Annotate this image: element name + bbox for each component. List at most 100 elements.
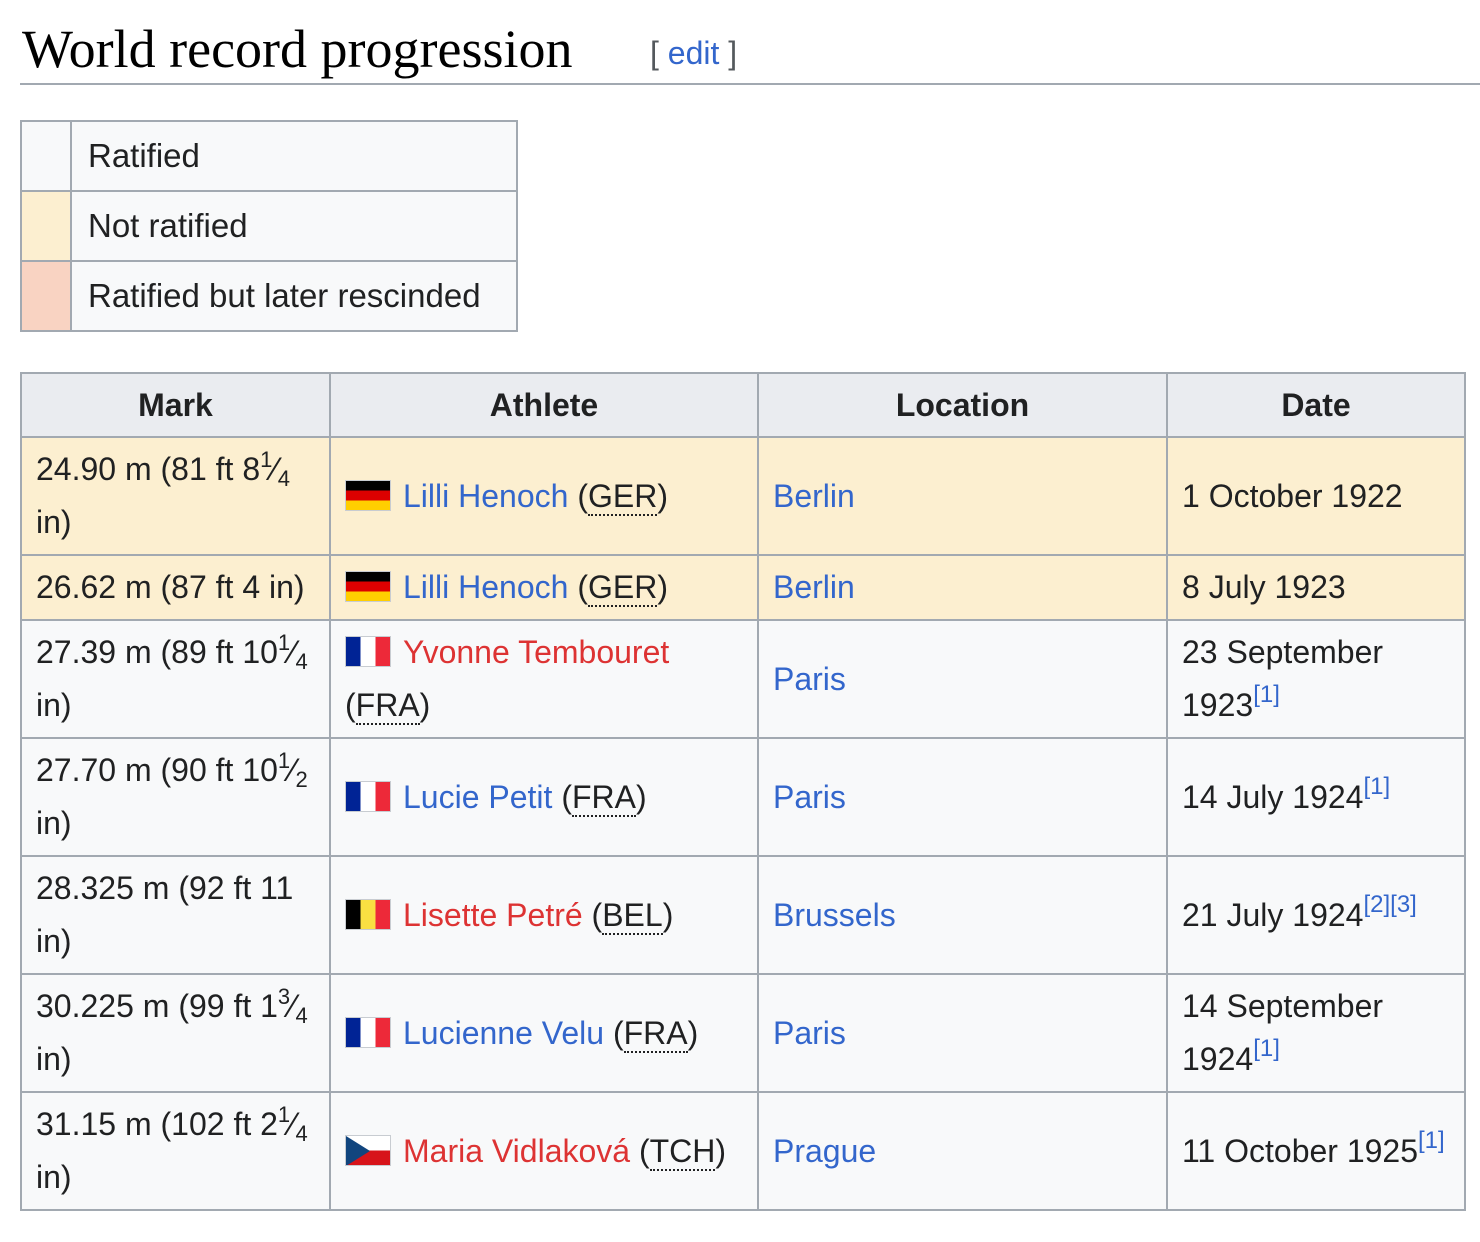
date-cell: 14 July 1924[1]	[1166, 737, 1466, 857]
mark-unit: in)	[36, 1159, 72, 1195]
legend-swatch	[20, 120, 72, 192]
athlete-cell: Maria Vidlaková (TCH)	[329, 1091, 759, 1211]
flag-icon	[345, 636, 391, 667]
edit-section: [ edit ]	[650, 33, 737, 73]
legend-row: Ratified	[20, 120, 518, 192]
date-cell: 8 July 1923	[1166, 554, 1466, 621]
legend-row: Not ratified	[20, 190, 518, 262]
header-mark[interactable]: Mark	[20, 372, 331, 438]
athlete-cell: Lucienne Velu (FRA)	[329, 973, 759, 1093]
legend-swatch	[20, 190, 72, 262]
athlete-cell: Lucie Petit (FRA)	[329, 737, 759, 857]
fraction-denominator: 4	[277, 466, 290, 491]
mark-unit: in)	[36, 687, 72, 723]
nation-code: FRA	[623, 1014, 688, 1053]
athlete-link[interactable]: Lucienne Velu	[403, 1014, 605, 1051]
mark-cell: 30.225 m (99 ft 13⁄4 in)	[20, 973, 331, 1093]
nation-code: GER	[587, 477, 658, 516]
legend-label: Ratified	[70, 120, 518, 192]
fraction-denominator: 4	[295, 649, 308, 674]
header-row: Mark Athlete Location Date	[20, 372, 1466, 438]
mark-fraction: 1⁄2	[277, 748, 308, 792]
header-location[interactable]: Location	[757, 372, 1168, 438]
reference-link[interactable]: [2]	[1363, 890, 1391, 918]
nation-code: TCH	[649, 1132, 716, 1171]
reference-link[interactable]: [1]	[1363, 772, 1391, 800]
legend-label: Ratified but later rescinded	[70, 260, 518, 332]
athlete-cell: Lisette Petré (BEL)	[329, 855, 759, 975]
table-row: 31.15 m (102 ft 21⁄4 in) Maria Vidlaková …	[20, 1091, 1466, 1211]
flag-icon	[345, 479, 391, 511]
date-text: 14 July 1924	[1182, 778, 1364, 815]
fraction-denominator: 4	[295, 1121, 308, 1146]
legend-table: Ratified Not ratified Ratified but later…	[20, 120, 518, 332]
edit-link[interactable]: edit	[667, 35, 720, 71]
mark-unit: in)	[36, 805, 72, 841]
section-heading: World record progression [ edit ]	[20, 14, 1480, 85]
reference-link[interactable]: [1]	[1418, 1126, 1445, 1154]
athlete-cell: Yvonne Tembouret (FRA)	[329, 619, 759, 739]
nation-code: GER	[587, 569, 658, 607]
fraction-numerator: 3	[277, 984, 291, 1009]
records-body: 24.90 m (81 ft 81⁄4 in) Lilli Henoch (GER…	[20, 436, 1466, 1211]
location-cell: Berlin	[757, 554, 1168, 621]
reference-link[interactable]: [1]	[1253, 681, 1280, 708]
legend-label: Not ratified	[70, 190, 518, 262]
mark-text: 28.325 m (92 ft 11 in)	[36, 870, 294, 959]
flag-icon	[345, 571, 391, 602]
flag-icon	[345, 1134, 391, 1166]
bracket-open: [	[650, 35, 659, 71]
location-link[interactable]: Brussels	[773, 896, 896, 933]
date-cell: 11 October 1925[1]	[1166, 1091, 1466, 1211]
nation-code: FRA	[571, 778, 636, 817]
location-link[interactable]: Paris	[773, 660, 846, 697]
bracket-close: ]	[728, 35, 738, 71]
table-row: 27.70 m (90 ft 101⁄2 in) Lucie Petit (FRA…	[20, 737, 1466, 857]
location-link[interactable]: Paris	[773, 778, 846, 815]
table-row: 26.62 m (87 ft 4 in) Lilli Henoch (GER) Be…	[20, 554, 1466, 621]
reference-link[interactable]: [3]	[1390, 890, 1417, 918]
date-cell: 14 September 1924[1]	[1166, 973, 1466, 1093]
table-row: 24.90 m (81 ft 81⁄4 in) Lilli Henoch (GER…	[20, 436, 1466, 556]
header-date[interactable]: Date	[1166, 372, 1466, 438]
location-cell: Brussels	[757, 855, 1168, 975]
fraction-denominator: 4	[295, 1003, 308, 1028]
location-cell: Paris	[757, 619, 1168, 739]
legend-row: Ratified but later rescinded	[20, 260, 518, 332]
mark-text: 27.70 m (90 ft 10	[36, 752, 278, 788]
fraction-numerator: 1	[277, 748, 291, 773]
legend-swatch	[20, 260, 72, 332]
mark-text: 27.39 m (89 ft 10	[36, 634, 278, 670]
location-cell: Prague	[757, 1091, 1168, 1211]
date-text: 8 July 1923	[1182, 569, 1346, 605]
location-link[interactable]: Paris	[773, 1014, 846, 1051]
location-link[interactable]: Berlin	[773, 477, 855, 514]
date-text: 21 July 1924	[1182, 896, 1364, 933]
location-cell: Paris	[757, 973, 1168, 1093]
athlete-link[interactable]: Lucie Petit	[403, 778, 553, 815]
fraction-numerator: 1	[260, 447, 273, 472]
table-row: 27.39 m (89 ft 101⁄4 in) Yvonne Tembouret…	[20, 619, 1466, 739]
date-cell: 23 September 1923[1]	[1166, 619, 1466, 739]
athlete-link[interactable]: Lisette Petré	[403, 896, 583, 933]
mark-cell: 31.15 m (102 ft 21⁄4 in)	[20, 1091, 331, 1211]
location-link[interactable]: Berlin	[773, 569, 855, 605]
athlete-link[interactable]: Lilli Henoch	[403, 477, 569, 514]
header-athlete[interactable]: Athlete	[329, 372, 759, 438]
nation-code: BEL	[602, 896, 663, 935]
nation-code: FRA	[355, 687, 420, 725]
reference-link[interactable]: [1]	[1253, 1035, 1280, 1062]
athlete-link[interactable]: Yvonne Tembouret	[403, 634, 670, 670]
date-text: 1 October 1922	[1182, 477, 1403, 514]
date-cell: 21 July 1924[2][3]	[1166, 855, 1466, 975]
location-link[interactable]: Prague	[773, 1132, 877, 1169]
mark-cell: 26.62 m (87 ft 4 in)	[20, 554, 331, 621]
mark-text: 26.62 m (87 ft 4 in)	[36, 569, 305, 605]
section-title: World record progression	[22, 19, 573, 79]
fraction-numerator: 1	[277, 630, 291, 655]
athlete-link[interactable]: Lilli Henoch	[403, 569, 569, 605]
mark-fraction: 1⁄4	[260, 447, 290, 491]
mark-text: 31.15 m (102 ft 2	[36, 1106, 278, 1142]
date-text: 14 September 1924	[1182, 988, 1384, 1077]
athlete-link[interactable]: Maria Vidlaková	[403, 1132, 631, 1169]
